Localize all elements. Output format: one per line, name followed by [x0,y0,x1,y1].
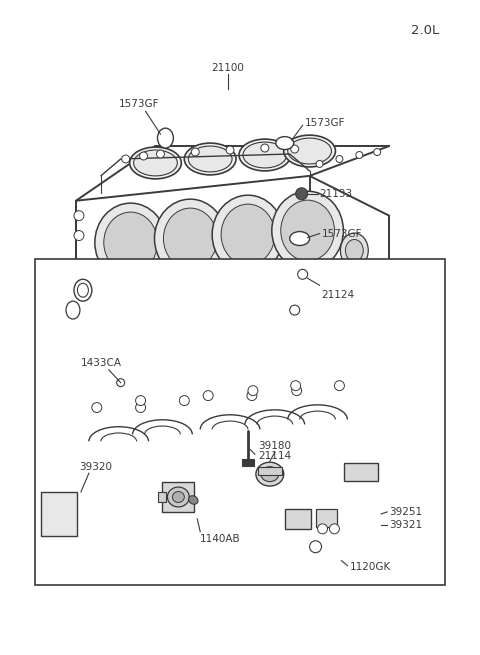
Circle shape [290,305,300,315]
Circle shape [192,148,199,156]
Circle shape [356,151,363,159]
Text: 39180: 39180 [258,441,291,451]
Bar [285,509,311,529]
Text: 21114: 21114 [258,451,291,461]
Circle shape [336,155,343,162]
Circle shape [247,390,257,401]
Circle shape [298,269,308,279]
Circle shape [374,149,381,155]
Circle shape [92,403,102,413]
Ellipse shape [212,195,284,274]
Bar [158,492,167,502]
Ellipse shape [188,146,232,172]
Ellipse shape [66,301,80,319]
Bar [129,310,153,335]
Circle shape [156,150,165,158]
Ellipse shape [74,279,92,301]
Circle shape [296,188,308,200]
Text: 1120GK: 1120GK [349,561,391,572]
Bar [41,492,77,536]
Text: 2.0L: 2.0L [410,24,439,37]
Ellipse shape [261,467,279,481]
Circle shape [291,145,299,153]
Ellipse shape [284,135,336,167]
Ellipse shape [290,232,310,246]
Ellipse shape [288,138,332,164]
Ellipse shape [221,204,275,265]
Ellipse shape [184,143,236,175]
Circle shape [203,390,213,401]
Circle shape [74,211,84,221]
Bar [315,509,337,527]
Text: 21100: 21100 [212,64,244,73]
Circle shape [136,396,145,405]
Bar [183,310,207,335]
Ellipse shape [256,462,284,486]
Text: 1573GF: 1573GF [305,118,345,128]
Text: 1140AB: 1140AB [200,534,241,544]
Text: 21133: 21133 [320,189,353,198]
Ellipse shape [346,240,363,261]
Circle shape [310,541,322,553]
Circle shape [248,386,258,396]
Ellipse shape [276,137,294,149]
Bar [242,459,254,466]
Circle shape [292,386,301,396]
Text: 1433CA: 1433CA [81,358,122,367]
Ellipse shape [340,233,368,268]
Bar [238,310,262,335]
Ellipse shape [95,203,167,282]
Circle shape [180,396,189,405]
Circle shape [318,524,327,534]
Ellipse shape [272,191,343,270]
Ellipse shape [243,142,287,168]
Ellipse shape [172,491,184,502]
Ellipse shape [168,487,189,507]
Text: 39251: 39251 [389,507,422,517]
Bar [258,467,282,475]
Circle shape [140,152,147,160]
Ellipse shape [189,496,198,504]
Text: 1573GF: 1573GF [322,229,362,238]
Circle shape [117,379,125,386]
Ellipse shape [346,284,363,306]
Ellipse shape [77,283,88,297]
Text: 21124: 21124 [322,290,355,300]
Bar [35,259,445,585]
Circle shape [329,524,339,534]
Ellipse shape [239,139,291,171]
Circle shape [261,144,269,152]
Ellipse shape [133,150,178,176]
Ellipse shape [104,212,157,273]
Bar [344,463,378,481]
Bar [162,482,194,512]
Circle shape [291,381,300,390]
Ellipse shape [155,199,226,278]
Bar [293,310,316,335]
Circle shape [136,403,145,413]
Ellipse shape [281,200,335,261]
Ellipse shape [164,208,217,269]
Circle shape [122,155,130,163]
Circle shape [335,381,344,390]
Ellipse shape [157,128,173,148]
Circle shape [74,231,84,240]
Circle shape [226,146,234,154]
Ellipse shape [340,278,368,312]
Ellipse shape [130,147,181,179]
Circle shape [316,160,323,168]
Text: 39321: 39321 [389,520,422,530]
Text: 39320: 39320 [79,462,112,472]
Text: 1573GF: 1573GF [119,100,159,109]
